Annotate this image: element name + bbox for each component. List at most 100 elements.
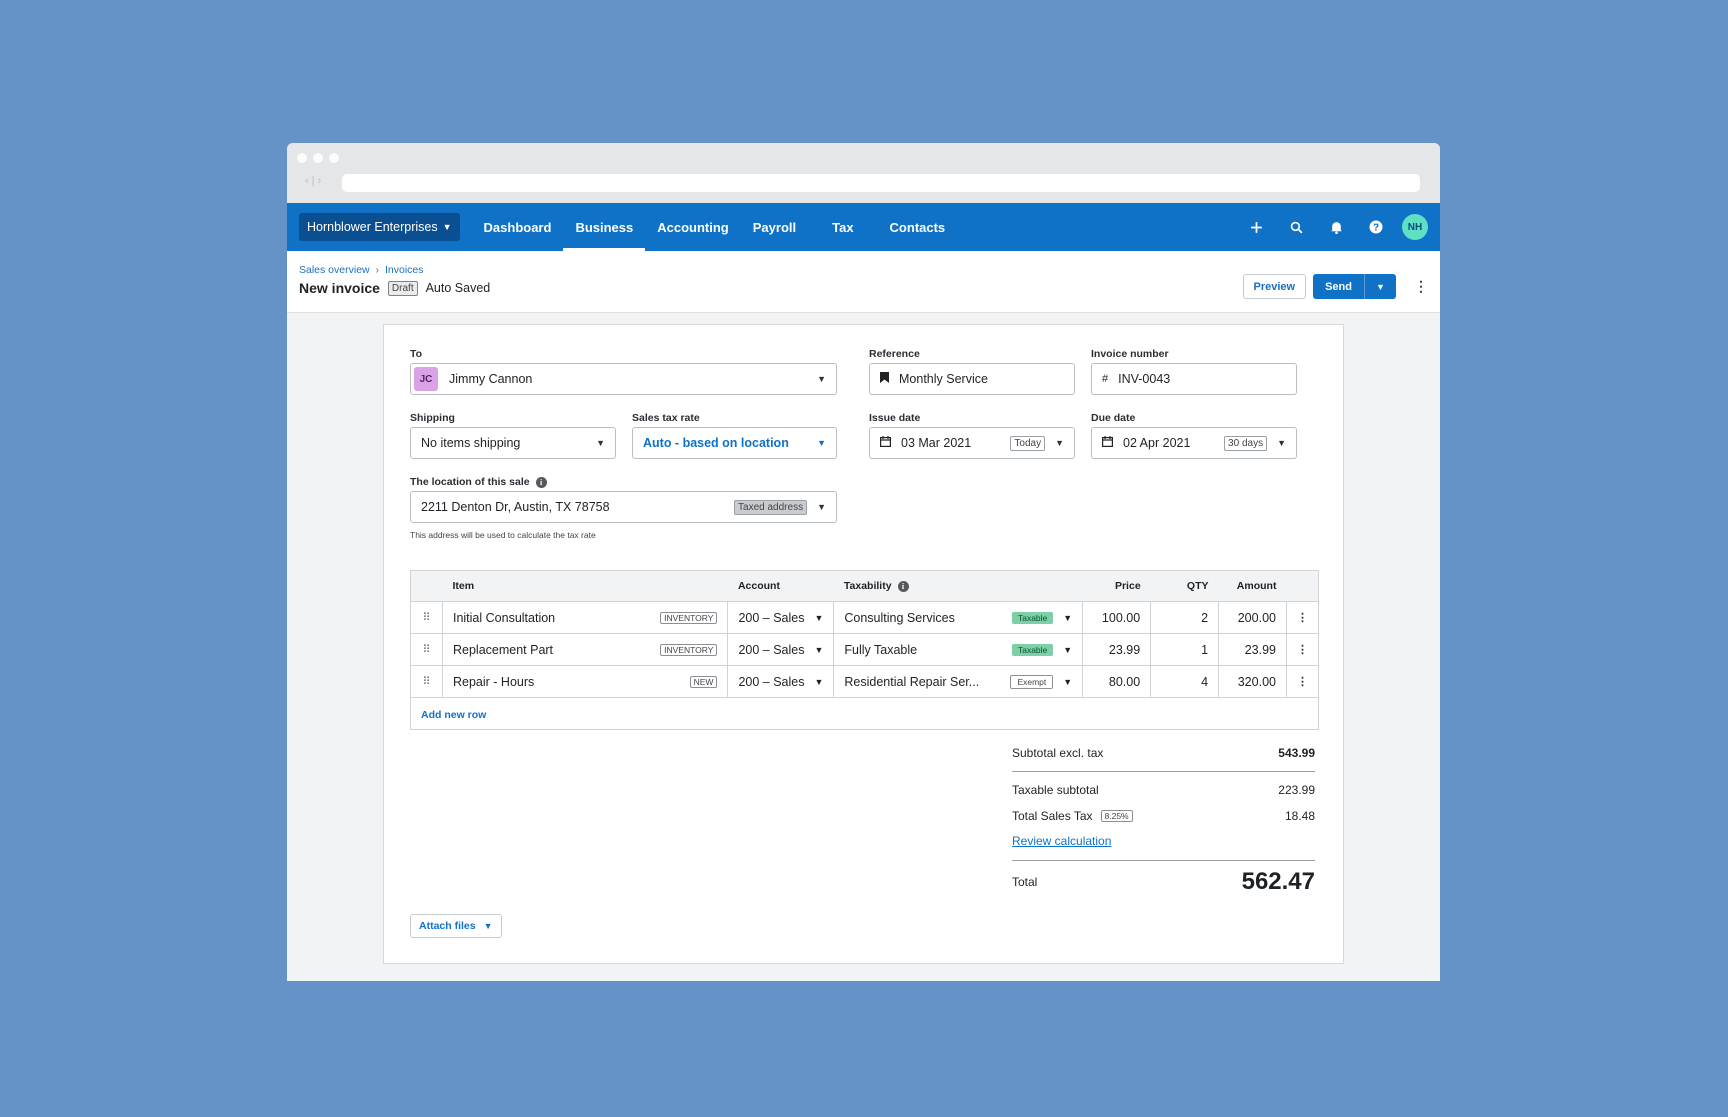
caret-down-icon: ▼: [483, 921, 493, 931]
due-days-pill: 30 days: [1224, 435, 1268, 451]
row-menu-icon[interactable]: ⋮: [1285, 633, 1320, 666]
drag-handle-icon[interactable]: ⠿: [410, 601, 443, 634]
address-bar[interactable]: [342, 174, 1420, 192]
more-options-icon[interactable]: ⋮: [1414, 278, 1428, 294]
breadcrumb-sales-overview[interactable]: Sales overview: [299, 264, 370, 276]
account-cell[interactable]: 200 – Sales ▼: [727, 601, 834, 634]
breadcrumb-invoices[interactable]: Invoices: [384, 264, 424, 276]
add-row-row: Add new row: [410, 697, 1319, 730]
nav-right-tools: ? NH: [1236, 203, 1428, 251]
subtotal-value: 543.99: [1278, 746, 1315, 760]
table-row: ⠿ Initial Consultation INVENTORY 200 – Sa…: [410, 601, 1320, 634]
attach-files-button[interactable]: Attach files ▼: [410, 914, 502, 938]
nav-tax[interactable]: Tax: [832, 219, 854, 235]
top-navigation: Hornblower Enterprises ▼ Dashboard Busin…: [287, 203, 1440, 251]
caret-down-icon: ▼: [817, 438, 826, 448]
send-button[interactable]: Send: [1325, 280, 1352, 293]
item-cell[interactable]: Initial Consultation INVENTORY: [441, 601, 728, 634]
info-icon[interactable]: i: [897, 580, 909, 592]
item-cell[interactable]: Replacement Part INVENTORY: [441, 633, 728, 666]
drag-handle-icon[interactable]: ⠿: [410, 633, 443, 666]
window-maximize-dot[interactable]: [329, 153, 339, 163]
search-icon[interactable]: [1276, 203, 1316, 251]
nav-dashboard[interactable]: Dashboard: [483, 219, 552, 235]
price-cell[interactable]: 23.99: [1082, 633, 1151, 666]
amount-cell[interactable]: 200.00: [1218, 601, 1287, 634]
reference-input[interactable]: Monthly Service: [869, 363, 1075, 395]
qty-cell[interactable]: 4: [1150, 665, 1219, 698]
info-icon[interactable]: i: [535, 476, 547, 488]
item-tag: NEW: [689, 675, 718, 688]
taxable-subtotal-value: 223.99: [1278, 783, 1315, 797]
due-date-value: 02 Apr 2021: [1123, 436, 1191, 450]
shipping-select[interactable]: No items shipping ▼: [410, 427, 616, 459]
amount-cell[interactable]: 320.00: [1218, 665, 1287, 698]
caret-down-icon: ▼: [596, 438, 605, 448]
browser-chrome: ‹|›: [287, 143, 1440, 203]
taxability-cell[interactable]: Consulting Services Taxable ▼: [833, 601, 1083, 634]
taxability-cell[interactable]: Residential Repair Ser... Exempt ▼: [833, 665, 1083, 698]
caret-down-icon: ▼: [814, 644, 824, 655]
header-actions: Preview Send ▼ ⋮: [1242, 274, 1428, 299]
qty-cell[interactable]: 2: [1150, 601, 1219, 634]
qty-cell[interactable]: 1: [1150, 633, 1219, 666]
browser-window: ‹|› Hornblower Enterprises ▼ Dashboard B…: [287, 143, 1440, 981]
account-value: 200 – Sales: [738, 610, 805, 625]
browser-nav-arrows-icon[interactable]: ‹|›: [305, 175, 325, 187]
issue-date-picker[interactable]: 03 Mar 2021 Today ▼: [869, 427, 1075, 459]
today-pill: Today: [1010, 435, 1046, 451]
tax-rate-select[interactable]: Auto - based on location ▼: [632, 427, 837, 459]
nav-contacts[interactable]: Contacts: [889, 219, 946, 235]
caret-down-icon: ▼: [1055, 438, 1064, 448]
line-items-table: Item Account Taxability i Price QTY Amoun…: [410, 570, 1320, 730]
bookmark-icon: [880, 372, 889, 386]
nav-business[interactable]: Business: [563, 203, 646, 251]
window-minimize-dot[interactable]: [313, 153, 323, 163]
amount-cell[interactable]: 23.99: [1218, 633, 1287, 666]
user-avatar[interactable]: NH: [1402, 214, 1428, 240]
svg-text:?: ?: [1373, 223, 1379, 234]
item-cell[interactable]: Repair - Hours NEW: [441, 665, 728, 698]
taxability-cell[interactable]: Fully Taxable Taxable ▼: [833, 633, 1083, 666]
preview-button[interactable]: Preview: [1242, 274, 1307, 299]
shipping-label: Shipping: [410, 412, 455, 424]
due-date-picker[interactable]: 02 Apr 2021 30 days ▼: [1091, 427, 1297, 459]
taxability-value: Consulting Services: [844, 610, 955, 625]
row-menu-icon[interactable]: ⋮: [1285, 665, 1320, 698]
item-name: Initial Consultation: [452, 610, 556, 625]
status-badge: Draft: [387, 280, 418, 296]
amount-column-header: Amount: [1218, 570, 1287, 602]
caret-down-icon: ▼: [1063, 676, 1073, 687]
help-icon[interactable]: ?: [1356, 203, 1396, 251]
invoice-number-input[interactable]: # INV-0043: [1091, 363, 1297, 395]
total-label: Total: [1012, 875, 1038, 889]
price-cell[interactable]: 100.00: [1082, 601, 1151, 634]
account-cell[interactable]: 200 – Sales ▼: [727, 665, 834, 698]
totals-divider: [1012, 860, 1315, 861]
sales-tax-row: Total Sales Tax 8.25% 18.48: [1012, 807, 1315, 825]
org-switcher[interactable]: Hornblower Enterprises ▼: [299, 213, 460, 241]
contact-select[interactable]: JC Jimmy Cannon ▼: [410, 363, 837, 395]
taxability-column-header: Taxability i: [833, 570, 1083, 602]
plus-icon[interactable]: [1236, 203, 1276, 251]
account-cell[interactable]: 200 – Sales ▼: [727, 633, 834, 666]
row-menu-icon[interactable]: ⋮: [1285, 601, 1320, 634]
add-new-row-link[interactable]: Add new row: [421, 708, 487, 721]
qty-column-header: QTY: [1150, 570, 1219, 602]
tax-rate-value: Auto - based on location: [643, 436, 789, 450]
drag-handle-icon[interactable]: ⠿: [410, 665, 443, 698]
send-options-caret-icon[interactable]: ▼: [1364, 274, 1396, 299]
nav-accounting[interactable]: Accounting: [657, 219, 729, 235]
nav-payroll[interactable]: Payroll: [752, 219, 797, 235]
tax-rate-label: Sales tax rate: [632, 412, 700, 424]
account-value: 200 – Sales: [738, 674, 805, 689]
table-row: ⠿ Replacement Part INVENTORY 200 – Sales ▼…: [410, 633, 1320, 666]
price-cell[interactable]: 80.00: [1082, 665, 1151, 698]
total-value: 562.47: [1241, 868, 1315, 895]
issue-date-value: 03 Mar 2021: [901, 436, 972, 450]
location-select[interactable]: 2211 Denton Dr, Austin, TX 78758 Taxed a…: [410, 491, 837, 523]
bell-icon[interactable]: [1316, 203, 1356, 251]
review-calculation-link[interactable]: Review calculation: [1012, 834, 1112, 848]
total-row: Total 562.47: [1012, 867, 1315, 897]
window-close-dot[interactable]: [297, 153, 307, 163]
